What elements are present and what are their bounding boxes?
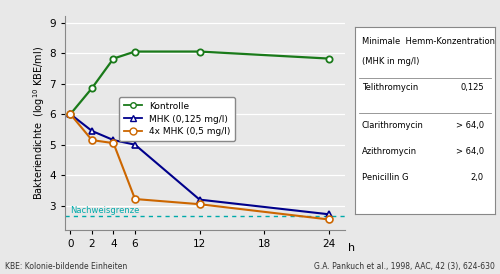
Text: Nachweisgrenze: Nachweisgrenze xyxy=(70,206,140,215)
Text: Azithromycin: Azithromycin xyxy=(362,147,417,156)
Text: Clarithromycin: Clarithromycin xyxy=(362,121,424,130)
Text: Telithromycin: Telithromycin xyxy=(362,83,418,92)
Text: (MHK in mg/l): (MHK in mg/l) xyxy=(362,57,420,66)
Text: KBE: Kolonie-bildende Einheiten: KBE: Kolonie-bildende Einheiten xyxy=(5,262,127,271)
Legend: Kontrolle, MHK (0,125 mg/l), 4x MHK (0,5 mg/l): Kontrolle, MHK (0,125 mg/l), 4x MHK (0,5… xyxy=(119,97,235,141)
Text: 0,125: 0,125 xyxy=(460,83,484,92)
Text: Minimale  Hemm-Konzentration: Minimale Hemm-Konzentration xyxy=(362,37,495,46)
Text: 2,0: 2,0 xyxy=(470,173,484,182)
Text: Penicillin G: Penicillin G xyxy=(362,173,408,182)
Text: G.A. Pankuch et al., 1998, AAC, 42 (3), 624-630: G.A. Pankuch et al., 1998, AAC, 42 (3), … xyxy=(314,262,495,271)
Y-axis label: Bakteriendichte  (log$^{10}$ KBE/ml): Bakteriendichte (log$^{10}$ KBE/ml) xyxy=(31,46,46,200)
Text: h: h xyxy=(348,243,355,253)
Text: > 64,0: > 64,0 xyxy=(456,147,484,156)
Text: > 64,0: > 64,0 xyxy=(456,121,484,130)
